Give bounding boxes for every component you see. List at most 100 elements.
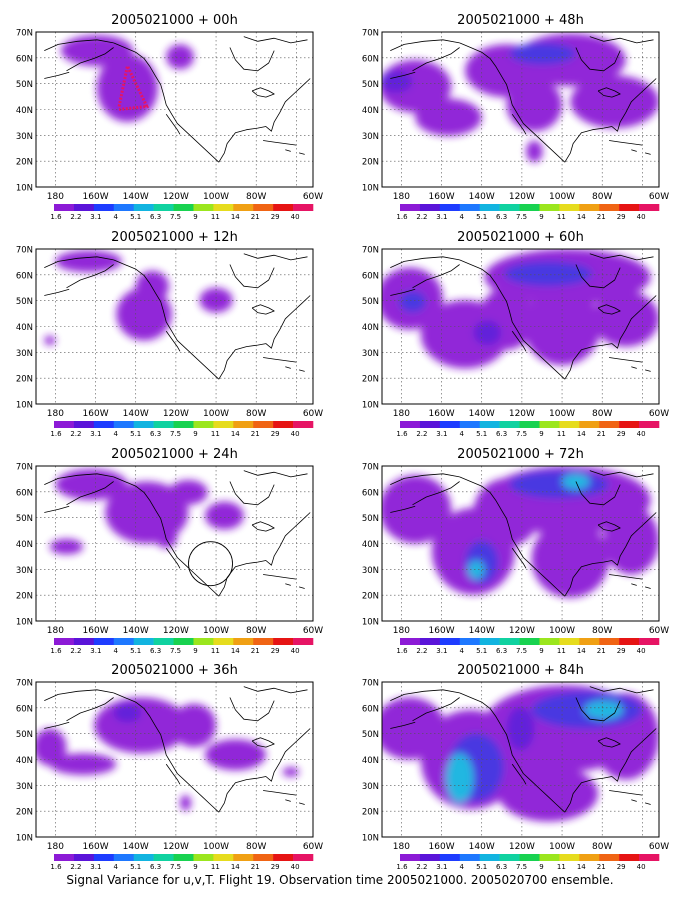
gridlines xyxy=(382,249,659,404)
colorbar-swatch xyxy=(113,421,134,428)
lon-tick-label: 60W xyxy=(649,409,669,419)
lon-tick-label: 160W xyxy=(429,192,455,202)
lat-tick-label: 60N xyxy=(362,271,379,281)
colorbar-swatch xyxy=(459,204,480,211)
colorbar-swatch xyxy=(539,421,560,428)
target-region-circle xyxy=(188,541,233,587)
lat-tick-label: 60N xyxy=(16,54,33,64)
lon-tick-label: 100W xyxy=(549,626,575,636)
colorbar-label: 5.1 xyxy=(130,863,141,871)
colorbar-label: 6.3 xyxy=(150,430,161,438)
colorbar-swatch xyxy=(579,854,600,861)
coastlines xyxy=(44,253,311,380)
colorbar-swatch xyxy=(459,854,480,861)
gridlines xyxy=(382,466,659,621)
gridlines xyxy=(382,32,659,187)
colorbar-label: 1.6 xyxy=(396,430,408,438)
colorbar-label: 11 xyxy=(211,647,220,655)
colorbar-label: 3.1 xyxy=(90,213,101,221)
colorbar-swatch xyxy=(559,638,580,645)
colorbar-label: 21 xyxy=(597,430,606,438)
colorbar-swatch xyxy=(193,854,214,861)
coastlines xyxy=(390,36,657,163)
colorbar-swatch xyxy=(153,854,174,861)
colorbar-swatch xyxy=(293,638,314,645)
colorbar-swatch xyxy=(54,638,75,645)
colorbar-label: 6.3 xyxy=(150,863,161,871)
variance-blob xyxy=(592,290,659,347)
colorbar-label: 29 xyxy=(271,430,280,438)
map-panel: 2005021000 + 00h 70N 60N 50N 40N 30N 20N 10N 180… xyxy=(16,13,323,221)
map-border xyxy=(381,465,660,622)
variance-blob xyxy=(36,728,67,766)
colorbar-label: 14 xyxy=(231,863,240,871)
colorbar-swatch xyxy=(619,421,640,428)
lon-tick-label: 180 xyxy=(393,842,410,852)
variance-blob xyxy=(531,520,610,598)
colorbar-label: 2.2 xyxy=(70,647,81,655)
colorbar-label: 40 xyxy=(637,647,646,655)
lon-tick-label: 80W xyxy=(592,409,612,419)
variance-blob xyxy=(584,700,623,720)
colorbar-label: 11 xyxy=(557,213,566,221)
lon-tick-label: 180 xyxy=(47,842,64,852)
colorbar-label: 2.2 xyxy=(70,213,81,221)
lat-tick-label: 70N xyxy=(16,463,33,473)
colorbar-label: 1.6 xyxy=(50,213,62,221)
colorbar-swatch xyxy=(459,421,480,428)
variance-blob xyxy=(49,753,117,776)
colorbar-label: 6.3 xyxy=(496,863,507,871)
lon-tick-label: 60W xyxy=(303,409,323,419)
variance-shading xyxy=(382,33,659,163)
lat-tick-label: 50N xyxy=(16,80,33,90)
variance-blob xyxy=(473,320,502,346)
map-panel: 2005021000 + 60h 70N 60N 50N 40N 30N 20N 10N 180… xyxy=(362,230,669,438)
colorbar-label: 9 xyxy=(193,647,197,655)
lat-tick-label: 50N xyxy=(362,297,379,307)
variance-blob xyxy=(382,475,452,544)
lon-tick-label: 160W xyxy=(83,192,109,202)
flight-track xyxy=(117,61,150,111)
panel-title: 2005021000 + 48h xyxy=(457,13,584,28)
colorbar-label: 14 xyxy=(231,430,240,438)
lat-tick-label: 60N xyxy=(16,271,33,281)
lon-tick-label: 100W xyxy=(203,842,229,852)
colorbar-swatch xyxy=(400,421,421,428)
lat-tick-label: 20N xyxy=(16,375,33,385)
lon-tick-label: 60W xyxy=(649,192,669,202)
panel-title: 2005021000 + 72h xyxy=(457,447,584,462)
lon-tick-label: 60W xyxy=(303,192,323,202)
colorbar-swatch xyxy=(439,421,461,428)
lon-tick-label: 60W xyxy=(649,842,669,852)
variance-blob xyxy=(603,506,659,575)
colorbar-label: 9 xyxy=(193,213,197,221)
gridlines xyxy=(36,32,313,187)
lat-tick-label: 30N xyxy=(16,566,33,576)
map-panel: 2005021000 + 48h 70N 60N 50N 40N 30N 20N 10N 180… xyxy=(362,13,669,221)
colorbar: 1.6 2.2 3.1 4 5.1 6.3 7.5 9 11 14 21 29 40 xyxy=(396,638,660,655)
colorbar-label: 9 xyxy=(539,647,543,655)
map-border xyxy=(381,31,660,188)
lon-tick-label: 140W xyxy=(469,842,495,852)
lon-tick-label: 180 xyxy=(47,409,64,419)
coastlines xyxy=(44,686,311,813)
colorbar-swatch xyxy=(93,421,115,428)
colorbar-label: 3.1 xyxy=(90,430,101,438)
lat-tick-label: 60N xyxy=(16,488,33,498)
lon-tick-label: 120W xyxy=(509,409,535,419)
colorbar-swatch xyxy=(113,854,134,861)
colorbar-label: 7.5 xyxy=(170,213,181,221)
colorbar-label: 3.1 xyxy=(436,430,447,438)
variance-blob xyxy=(526,140,543,163)
colorbar-swatch xyxy=(273,204,294,211)
colorbar-swatch xyxy=(153,204,174,211)
lat-tick-label: 30N xyxy=(362,782,379,792)
colorbar-label: 29 xyxy=(617,430,626,438)
lat-tick-label: 70N xyxy=(362,679,379,689)
colorbar-swatch xyxy=(253,204,274,211)
colorbar-label: 2.2 xyxy=(416,213,427,221)
colorbar-label: 7.5 xyxy=(516,213,527,221)
variance-blob xyxy=(382,70,413,93)
colorbar-swatch xyxy=(253,421,274,428)
